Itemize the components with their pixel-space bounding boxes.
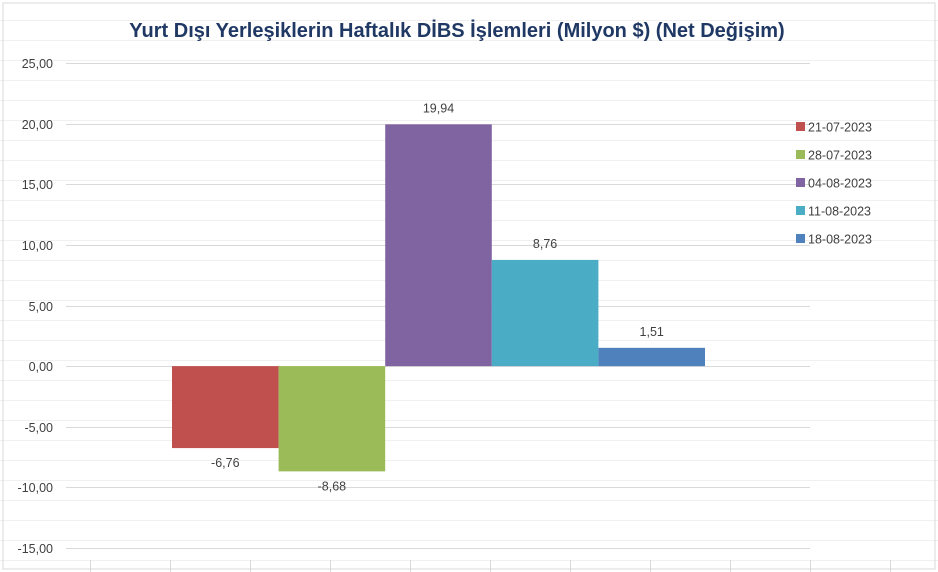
bars <box>172 124 705 472</box>
data-label: 1,51 <box>640 325 664 339</box>
bar <box>172 366 279 449</box>
legend-swatch <box>796 122 805 131</box>
legend-swatch <box>796 150 805 159</box>
data-labels: -6,76 -8,68 19,94 8,76 1,51 <box>211 101 664 493</box>
legend-entry: 04-08-2023 <box>808 177 872 191</box>
data-label: -8,68 <box>318 479 347 493</box>
data-label: 8,76 <box>533 237 557 251</box>
y-tick-label: 25,00 <box>22 57 53 71</box>
chart-title: Yurt Dışı Yerleşiklerin Haftalık DİBS İş… <box>129 19 784 42</box>
y-tick-label: -10,00 <box>18 481 53 495</box>
legend-entry: 28-07-2023 <box>808 149 872 163</box>
legend-entry: 18-08-2023 <box>808 233 872 247</box>
legend-swatch <box>796 234 805 243</box>
y-tick-label: -15,00 <box>18 542 53 556</box>
y-tick-label: 10,00 <box>22 239 53 253</box>
bar <box>491 259 599 367</box>
y-tick-label: 5,00 <box>29 300 53 314</box>
y-tick-label: -5,00 <box>25 421 54 435</box>
legend-swatch <box>796 178 805 187</box>
legend-entry: 11-08-2023 <box>808 205 871 219</box>
data-label: -6,76 <box>211 456 240 470</box>
bar <box>598 347 705 367</box>
legend-swatch <box>796 206 805 215</box>
y-tick-label: 20,00 <box>22 118 53 132</box>
bar <box>385 124 492 367</box>
data-label: 19,94 <box>423 101 454 115</box>
legend-entry: 21-07-2023 <box>808 121 872 135</box>
y-tick-label: 15,00 <box>22 178 53 192</box>
y-tick-label: 0,00 <box>29 360 53 374</box>
bar <box>278 366 386 472</box>
y-axis-tick-labels: 25,00 20,00 15,00 10,00 5,00 0,00 -5,00 -10,00 -… <box>18 57 54 556</box>
legend: 21-07-2023 28-07-2023 04-08-2023 11-08-2023… <box>796 121 872 247</box>
